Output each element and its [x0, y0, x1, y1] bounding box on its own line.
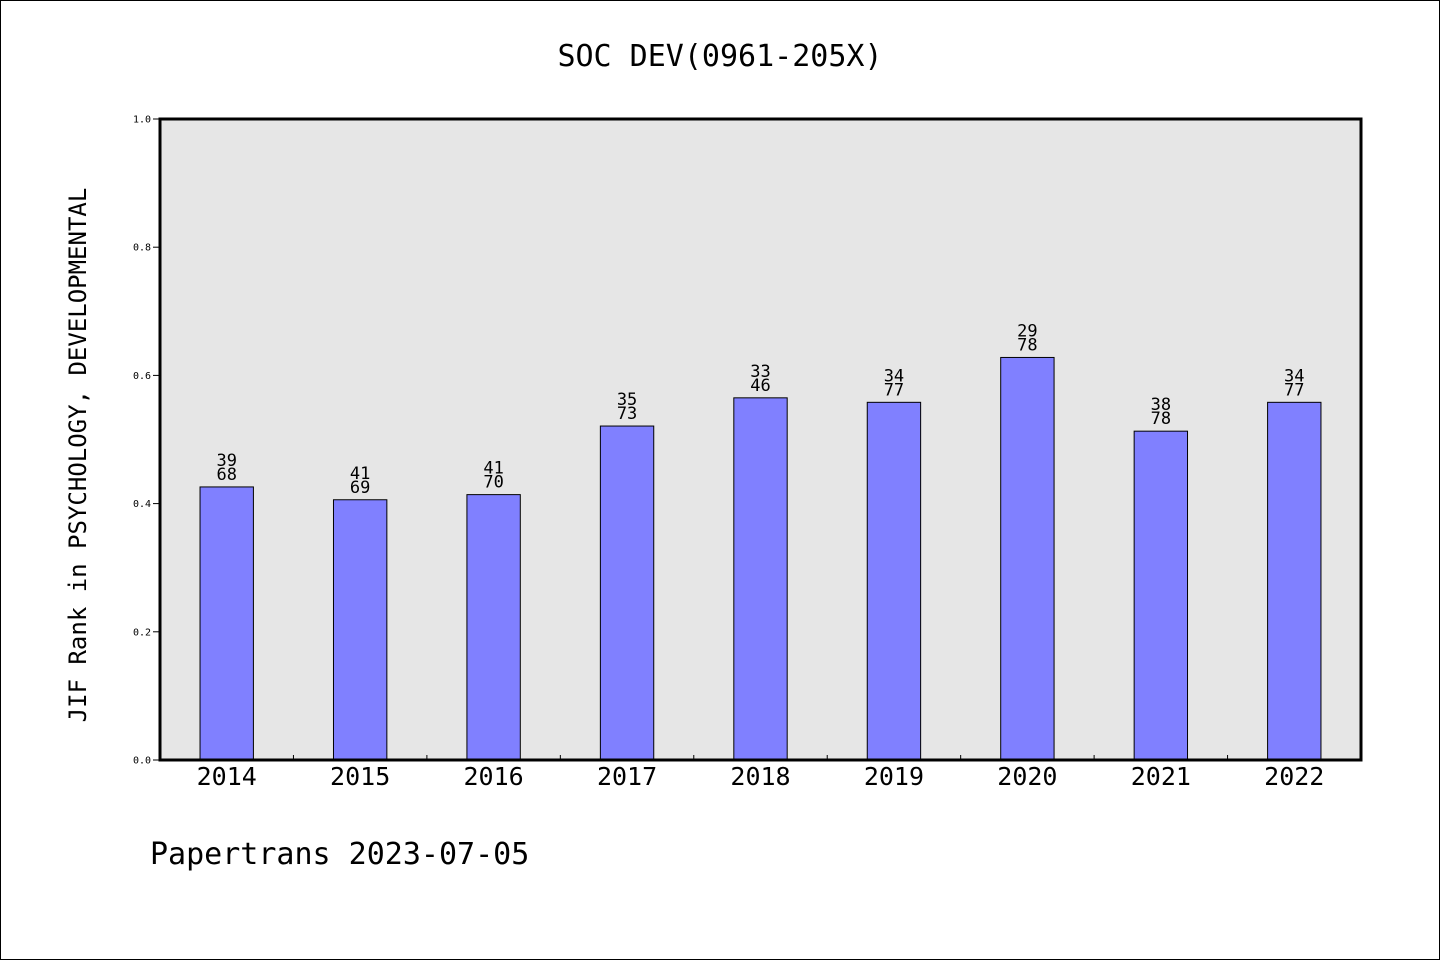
x-tick-label: 2020: [997, 762, 1057, 791]
bar-total-label: 68: [216, 465, 236, 485]
bar-2022: [1267, 401, 1322, 761]
bar-rank-label: 34: [1284, 366, 1304, 386]
bar-total-label: 77: [884, 380, 904, 400]
bar-total-label: 78: [1151, 409, 1171, 429]
bar-2019: [866, 401, 922, 761]
bar-rank-label: 41: [350, 464, 370, 484]
y-tick-label: 0.4: [133, 499, 151, 510]
x-tick-label: 2015: [330, 762, 390, 791]
bar-total-label: 70: [483, 473, 503, 493]
chart-title: SOC DEV(0961-205X): [557, 39, 882, 74]
bar-total-label: 73: [617, 404, 637, 424]
bar-2018: [733, 397, 788, 761]
x-tick-label: 2017: [597, 762, 657, 791]
y-tick-label: 1.0: [133, 115, 151, 126]
bar-total-label: 78: [1017, 335, 1037, 355]
y-tick-label: 0.8: [133, 243, 151, 254]
x-tick-label: 2022: [1264, 762, 1324, 791]
y-axis-label: JIF Rank in PSYCHOLOGY, DEVELOPMENTAL: [64, 188, 92, 723]
bar-rank-label: 33: [750, 362, 770, 382]
x-tick-label: 2018: [730, 762, 790, 791]
bar-2020: [1000, 356, 1055, 761]
bar-total-label: 77: [1284, 380, 1304, 400]
bar-2014: [199, 486, 254, 761]
x-tick-labels: 2014 2015 2016 2017 2018 2019 2020 2021 2022: [197, 762, 1325, 791]
plot-border: [158, 117, 1363, 762]
y-axis-ticks: 0.0 0.2 0.4 0.6 0.8 1.0: [133, 115, 160, 767]
bar-rank-label: 29: [1017, 321, 1037, 341]
bar-2017: [599, 425, 655, 761]
bar-total-label: 46: [750, 376, 770, 396]
y-tick-label: 0.0: [133, 756, 151, 767]
bar-rank-label: 39: [216, 451, 236, 471]
bar-total-label: 69: [350, 478, 370, 498]
bars: [199, 356, 1322, 761]
x-tick-label: 2014: [197, 762, 257, 791]
y-tick-label: 0.6: [133, 371, 151, 382]
bar-rank-label: 35: [617, 390, 637, 410]
x-tick-label: 2019: [864, 762, 924, 791]
x-tick-label: 2021: [1131, 762, 1191, 791]
bar-rank-label: 41: [483, 459, 503, 479]
x-tick-label: 2016: [464, 762, 524, 791]
footer-credit: Papertrans 2023-07-05: [150, 837, 529, 872]
bar-2016: [466, 494, 521, 761]
bar-rank-label: 38: [1151, 395, 1171, 415]
bar-rank-label: 34: [884, 366, 904, 386]
bar-2015: [332, 499, 388, 761]
y-tick-label: 0.2: [133, 627, 151, 638]
bar-2021: [1133, 430, 1189, 761]
